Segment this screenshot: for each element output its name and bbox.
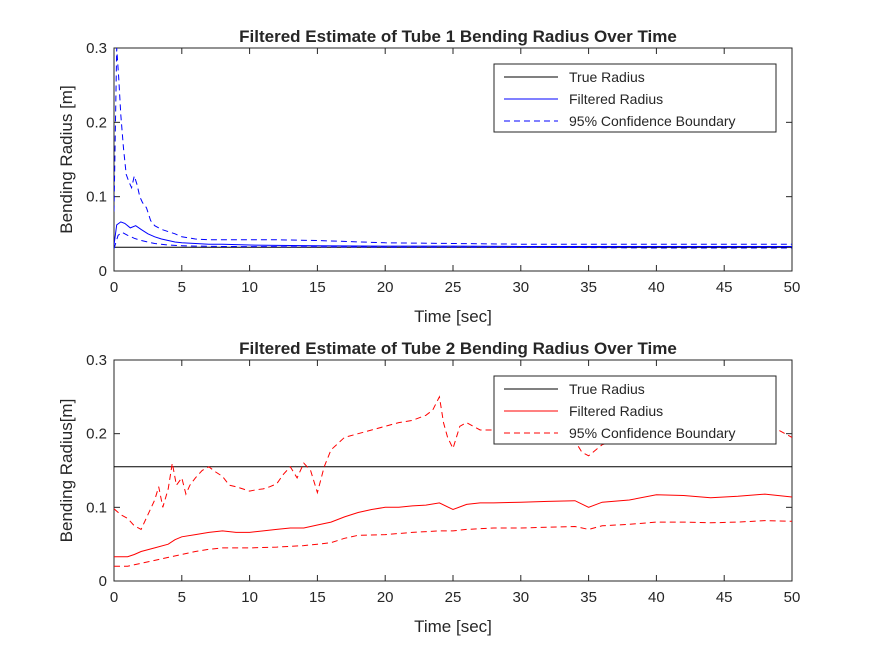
y-tick-label: 0.1 [86,499,107,516]
y-tick-label: 0.2 [86,114,107,131]
x-tick-label: 15 [309,279,326,296]
x-tick-label: 0 [110,589,118,606]
series-line-filtered-radius [114,221,792,247]
x-tick-label: 5 [178,279,186,296]
series-line-95-confidence-boundary-lower [114,520,792,567]
x-tick-label: 20 [377,279,394,296]
x-tick-label: 25 [445,279,462,296]
legend: True Radius Filtered Radius 95% Confidence… [493,375,777,445]
y-axis-label: Bending Radius[m] [57,399,76,543]
x-tick-label: 40 [648,589,665,606]
x-tick-label: 40 [648,279,665,296]
y-axis-label: Bending Radius [m] [57,85,76,233]
x-axis-label: Time [sec] [414,307,492,326]
x-tick-label: 50 [784,279,801,296]
x-tick-label: 35 [580,589,597,606]
chart-title: Filtered Estimate of Tube 2 Bending Radi… [239,339,677,358]
x-tick-label: 10 [241,279,258,296]
y-tick-label: 0.3 [86,40,107,57]
y-tick-label: 0.2 [86,426,107,443]
x-tick-label: 45 [716,589,733,606]
series-group [114,48,792,249]
legend-label: Filtered Radius [569,91,663,107]
x-tick-label: 20 [377,589,394,606]
legend-box [493,375,777,445]
x-tick-label: 35 [580,279,597,296]
x-tick-label: 30 [512,279,529,296]
x-tick-label: 25 [445,589,462,606]
legend-label: True Radius [569,381,645,397]
y-tick-label: 0.1 [86,189,107,206]
legend-label: Filtered Radius [569,403,663,419]
legend-box [493,63,777,133]
series-line-filtered-radius [114,493,792,558]
legend-label: 95% Confidence Boundary [569,113,736,129]
chart-title: Filtered Estimate of Tube 1 Bending Radi… [239,27,677,46]
series-line-95-confidence-boundary [114,48,792,245]
y-tick-label: 0 [99,263,107,280]
x-tick-label: 15 [309,589,326,606]
x-tick-label: 10 [241,589,258,606]
legend-label: True Radius [569,69,645,85]
plot-panel-tube-2: Filtered Estimate of Tube 2 Bending Radi… [57,339,800,636]
x-tick-label: 5 [178,589,186,606]
legend-label: 95% Confidence Boundary [569,425,736,441]
legend: True Radius Filtered Radius 95% Confidence… [493,63,777,133]
plot-panel-tube-1: Filtered Estimate of Tube 1 Bending Radi… [57,27,800,326]
series-line-95-confidence-boundary-lower [114,231,792,249]
x-tick-label: 30 [512,589,529,606]
series-group [114,395,792,567]
x-axis-label: Time [sec] [414,617,492,636]
x-tick-label: 50 [784,589,801,606]
x-tick-label: 0 [110,279,118,296]
y-tick-label: 0 [99,573,107,590]
x-tick-label: 45 [716,279,733,296]
y-tick-label: 0.3 [86,352,107,369]
